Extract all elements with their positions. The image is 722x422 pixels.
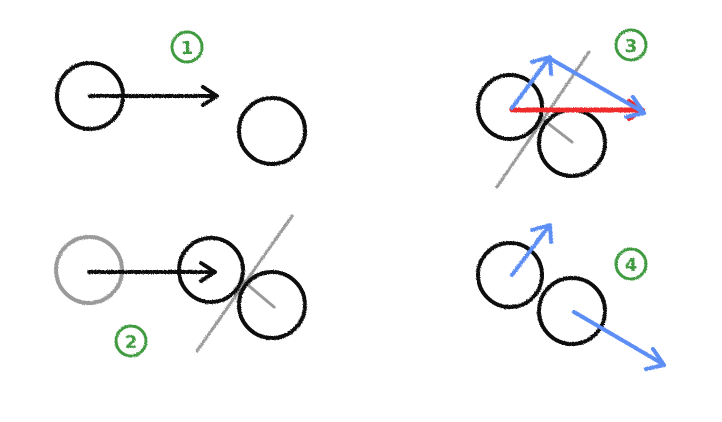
step-4-label-circle xyxy=(614,247,648,281)
ball-b-velocity-head xyxy=(624,95,646,119)
ball-b-tick xyxy=(267,162,273,166)
ghost-ball-a-tick xyxy=(82,301,92,305)
ball-b-tick xyxy=(567,342,573,346)
step-1-group xyxy=(55,61,307,166)
step-2-group xyxy=(54,214,307,353)
velocity-arrow-head xyxy=(201,85,219,107)
ball-b-velocity-shaft xyxy=(572,310,665,366)
ball-a-velocity-head xyxy=(530,223,553,244)
step-3-label-group: 3 xyxy=(614,28,648,62)
ball-b-tick xyxy=(267,336,273,340)
step-3-group xyxy=(476,50,646,189)
ball-b xyxy=(237,96,307,166)
ball-b xyxy=(537,276,607,346)
step-2-label-group: 2 xyxy=(114,324,148,358)
step-4-label: 4 xyxy=(625,255,638,276)
ball-a-velocity-shaft xyxy=(510,224,551,277)
ball-a-tick xyxy=(205,300,211,304)
ball-a-velocity-shaft xyxy=(510,56,551,110)
step-4-label-group: 4 xyxy=(614,247,648,281)
ball-b-velocity-shaft xyxy=(547,56,645,114)
step-3-label: 3 xyxy=(625,36,638,57)
ball-b-tick xyxy=(567,174,573,178)
step-4-group xyxy=(476,223,666,371)
velocity-arrow-head xyxy=(199,261,217,283)
step-2-label: 2 xyxy=(125,332,138,353)
step-3-label-circle xyxy=(614,28,648,62)
ball-a-tick xyxy=(504,137,510,141)
ball-b-velocity-head xyxy=(644,347,666,371)
ball-a xyxy=(476,73,544,141)
step-2-label-circle xyxy=(114,324,148,358)
step-1-label-group: 1 xyxy=(170,30,204,64)
step-1-label-circle xyxy=(170,30,204,64)
ball-a-tick xyxy=(504,305,510,309)
step-1-label: 1 xyxy=(181,38,194,59)
ball-a-tick xyxy=(83,127,93,131)
